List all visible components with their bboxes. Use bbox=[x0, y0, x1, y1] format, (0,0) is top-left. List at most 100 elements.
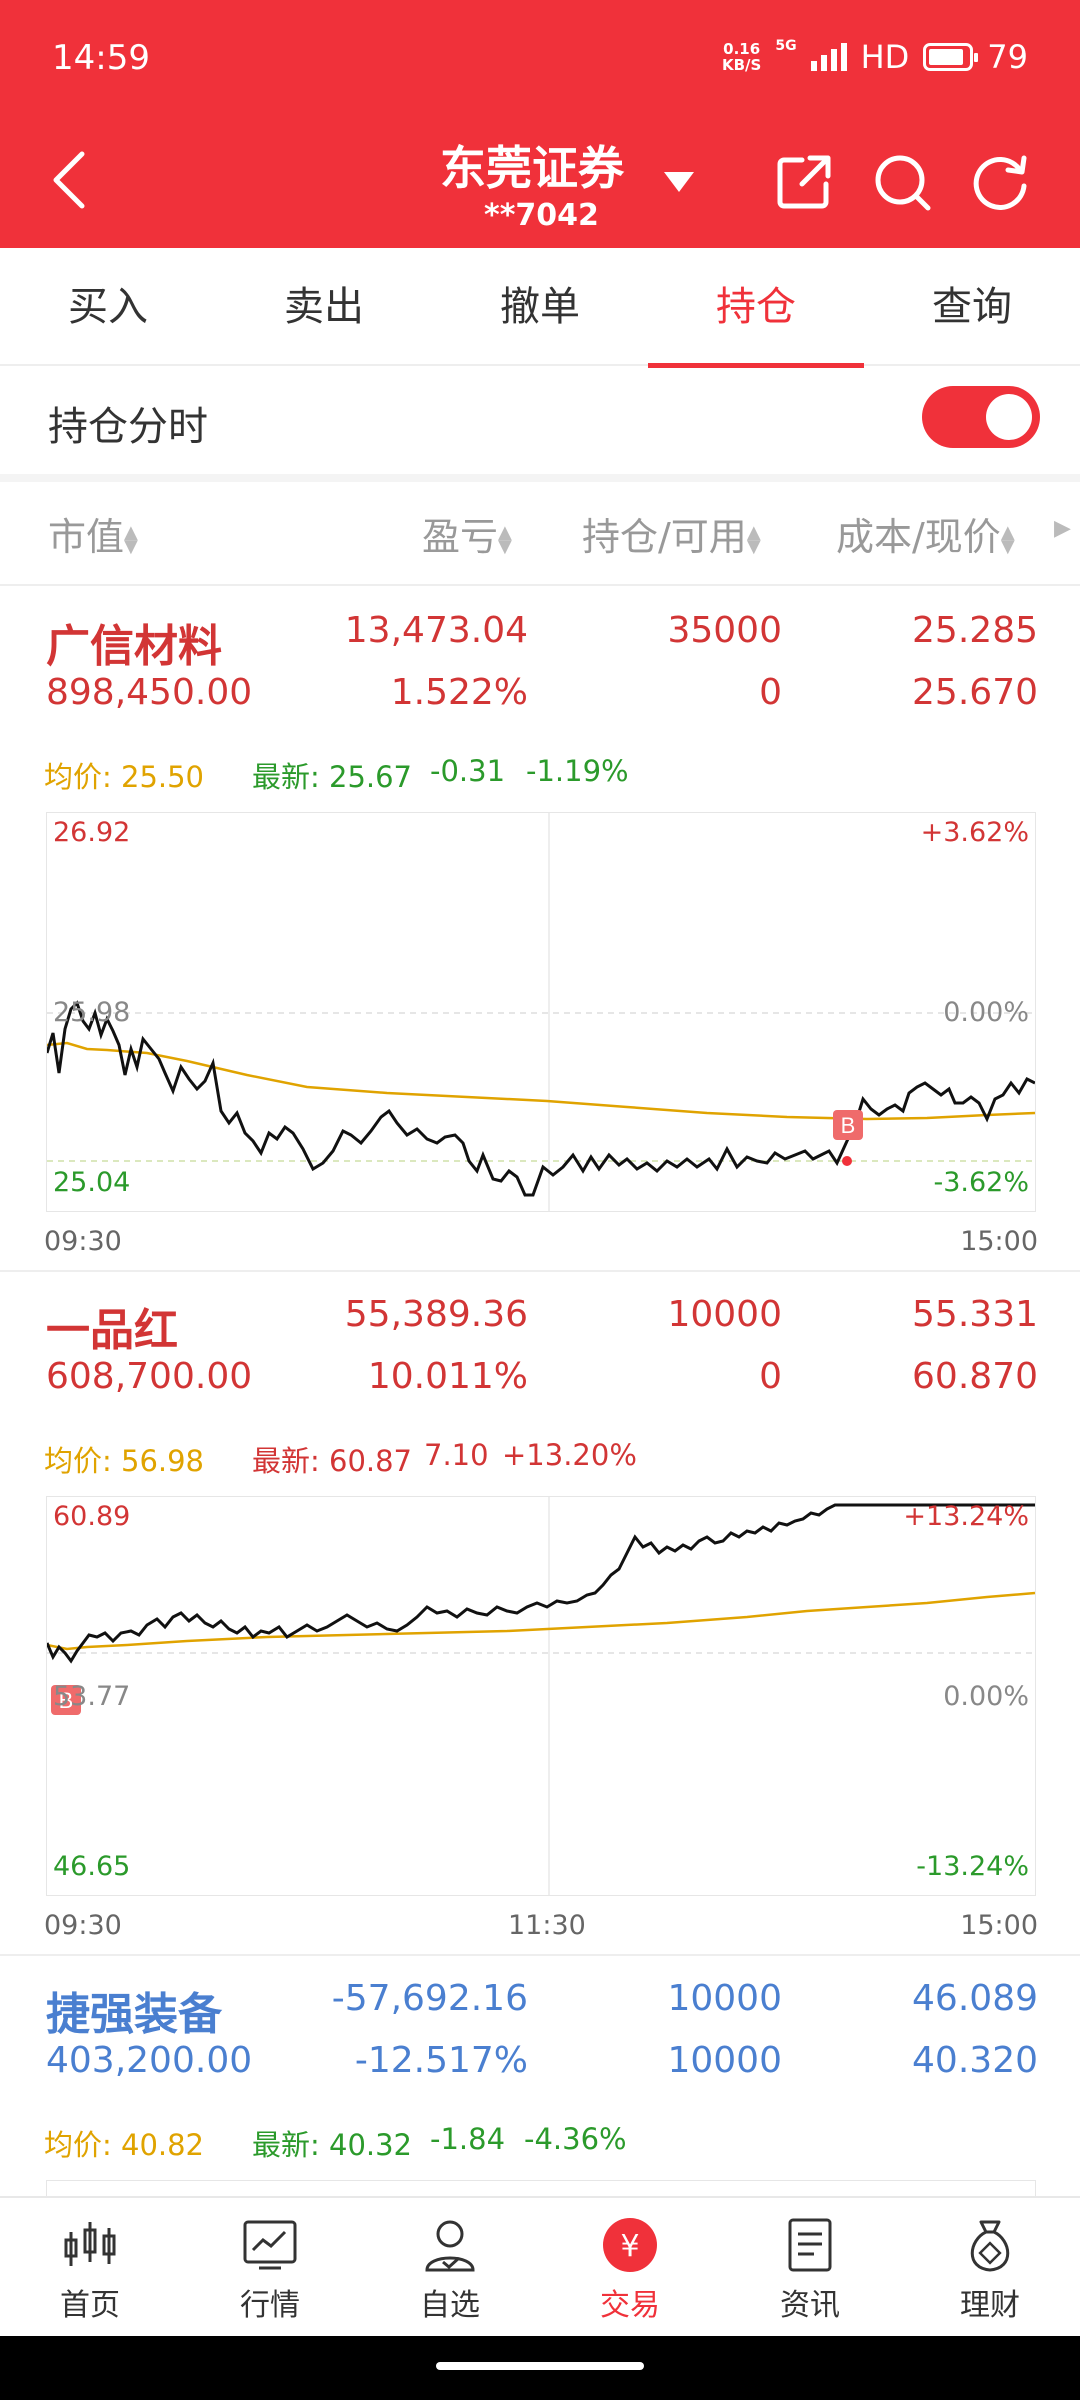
status-time: 14:59 bbox=[52, 38, 150, 78]
price-line bbox=[47, 1503, 1035, 1664]
intraday-toggle-row: 持仓分时 bbox=[0, 366, 1080, 474]
price-line bbox=[47, 1000, 1035, 1197]
position-qty: 35000 bbox=[667, 610, 782, 651]
share-icon[interactable] bbox=[772, 150, 836, 214]
change-percent: +13.20% bbox=[502, 1438, 637, 1472]
current-price: 60.870 bbox=[912, 1356, 1038, 1397]
avg-price: 均价: 25.50 bbox=[44, 760, 205, 794]
tab-sell[interactable]: 卖出 bbox=[284, 284, 364, 330]
stock-name: 一品红 bbox=[46, 1305, 178, 1356]
home-indicator[interactable] bbox=[436, 2362, 644, 2370]
axis-pct-high: +3.62% bbox=[920, 817, 1029, 848]
broker-title[interactable]: 东莞证券 bbox=[440, 141, 624, 195]
avg-line bbox=[47, 1041, 1035, 1121]
axis-pct-low: -3.62% bbox=[933, 1167, 1029, 1198]
user-check-icon bbox=[425, 2220, 475, 2272]
signal-type: 5G bbox=[775, 38, 797, 54]
col-position[interactable]: 持仓/可用▲ ▼ bbox=[582, 515, 761, 559]
current-price: 40.320 bbox=[912, 2040, 1038, 2081]
chart-canvas: B bbox=[47, 1497, 1035, 1895]
money-bag-icon bbox=[970, 2220, 1010, 2272]
sort-icon: ▲ ▼ bbox=[498, 521, 512, 557]
axis-pct-mid: 0.00% bbox=[943, 997, 1029, 1028]
bottom-nav: 首页 行情 自选 ¥ 交易 资讯 bbox=[0, 2196, 1080, 2336]
latest-price: 最新: 40.32 bbox=[252, 2128, 413, 2162]
available-qty: 0 bbox=[759, 1356, 782, 1397]
buy-marker-icon bbox=[51, 1685, 81, 1715]
axis-low: 25.04 bbox=[53, 1167, 131, 1198]
net-speed-unit: KB/S bbox=[722, 56, 762, 74]
nav-home[interactable]: 首页 bbox=[0, 2216, 180, 2324]
nav-wealth-label: 理财 bbox=[960, 2288, 1020, 2323]
cost-price: 25.285 bbox=[912, 610, 1038, 651]
account-number: **7042 bbox=[484, 198, 599, 233]
price-change: 7.10 bbox=[424, 1438, 489, 1472]
time-mid: 11:30 bbox=[508, 1910, 586, 1941]
scroll-right-icon[interactable]: ▶ bbox=[1054, 516, 1071, 541]
stock-name: 捷强装备 bbox=[46, 1989, 222, 2040]
top-bar: 14:59 0.16 KB/S 5G HD 79 东莞证券 **7042 bbox=[0, 0, 1080, 248]
search-icon[interactable] bbox=[870, 150, 934, 214]
nav-watchlist-label: 自选 bbox=[420, 2288, 480, 2323]
profit-amount: 55,389.36 bbox=[344, 1294, 528, 1335]
market-value: 608,700.00 bbox=[46, 1356, 253, 1397]
tab-buy[interactable]: 买入 bbox=[68, 284, 148, 330]
avg-line bbox=[47, 1591, 1035, 1651]
intraday-chart[interactable]: B 60.89 53.77 46.65 +13.24% 0.00% -13.24… bbox=[46, 1496, 1036, 1896]
sort-icon: ▲ ▼ bbox=[124, 521, 138, 557]
axis-high: 60.89 bbox=[53, 1501, 131, 1532]
divider bbox=[0, 1270, 1080, 1272]
nav-market-label: 行情 bbox=[240, 2288, 300, 2323]
avg-price: 均价: 40.82 bbox=[44, 2128, 205, 2162]
col-profit[interactable]: 盈亏▲ ▼ bbox=[422, 515, 512, 559]
cost-price: 55.331 bbox=[912, 1294, 1038, 1335]
time-start: 09:30 bbox=[44, 1910, 122, 1941]
refresh-icon[interactable] bbox=[968, 150, 1032, 214]
nav-wealth[interactable]: 理财 bbox=[900, 2216, 1080, 2324]
gesture-bar bbox=[0, 2336, 1080, 2400]
axis-high: 26.92 bbox=[53, 817, 131, 848]
back-icon[interactable] bbox=[50, 150, 90, 210]
cost-price: 46.089 bbox=[912, 1978, 1038, 2019]
dropdown-caret-icon[interactable] bbox=[662, 170, 696, 194]
signal-icon bbox=[810, 43, 847, 71]
nav-news-label: 资讯 bbox=[780, 2288, 840, 2323]
profit-percent: -12.517% bbox=[354, 2040, 528, 2081]
price-change: -1.84 bbox=[430, 2122, 506, 2156]
available-qty: 0 bbox=[759, 672, 782, 713]
current-price: 25.670 bbox=[912, 672, 1038, 713]
nav-watchlist[interactable]: 自选 bbox=[360, 2216, 540, 2324]
intraday-chart[interactable] bbox=[46, 2180, 1036, 2196]
chart-canvas: B bbox=[47, 813, 1035, 1211]
nav-trade[interactable]: ¥ 交易 bbox=[540, 2216, 720, 2324]
axis-pct-mid: 0.00% bbox=[943, 1681, 1029, 1712]
profit-percent: 10.011% bbox=[367, 1356, 528, 1397]
nav-market[interactable]: 行情 bbox=[180, 2216, 360, 2324]
net-speed-value: 0.16 bbox=[723, 40, 761, 58]
col-cost[interactable]: 成本/现价▲ ▼ bbox=[836, 515, 1015, 559]
buy-marker-label: B bbox=[841, 1113, 856, 1138]
net-speed: 0.16 KB/S bbox=[722, 41, 761, 73]
col-market-value[interactable]: 市值▲ ▼ bbox=[48, 515, 138, 559]
available-qty: 10000 bbox=[667, 2040, 782, 2081]
change-percent: -1.19% bbox=[526, 754, 629, 788]
axis-pct-high: +13.24% bbox=[903, 1501, 1029, 1532]
tab-query[interactable]: 查询 bbox=[932, 284, 1012, 330]
intraday-chart[interactable]: B 26.92 25.98 25.04 +3.62% 0.00% -3.62% bbox=[46, 812, 1036, 1212]
candlestick-icon bbox=[64, 2222, 116, 2266]
buy-marker-label: B bbox=[59, 1688, 74, 1713]
nav-news[interactable]: 资讯 bbox=[720, 2216, 900, 2324]
price-change: -0.31 bbox=[430, 754, 506, 788]
intraday-toggle-switch[interactable] bbox=[922, 386, 1040, 448]
nav-trade-label: 交易 bbox=[600, 2288, 660, 2323]
time-end: 15:00 bbox=[960, 1226, 1038, 1257]
stock-name: 广信材料 bbox=[46, 621, 222, 672]
trend-chart-icon bbox=[243, 2220, 297, 2270]
axis-mid: 53.77 bbox=[53, 1681, 131, 1712]
tab-cancel[interactable]: 撤单 bbox=[500, 284, 580, 330]
avg-price: 均价: 56.98 bbox=[44, 1444, 205, 1478]
hd-label: HD bbox=[860, 38, 910, 76]
latest-price: 最新: 60.87 bbox=[252, 1444, 413, 1478]
tab-positions[interactable]: 持仓 bbox=[648, 248, 864, 368]
market-value: 898,450.00 bbox=[46, 672, 253, 713]
